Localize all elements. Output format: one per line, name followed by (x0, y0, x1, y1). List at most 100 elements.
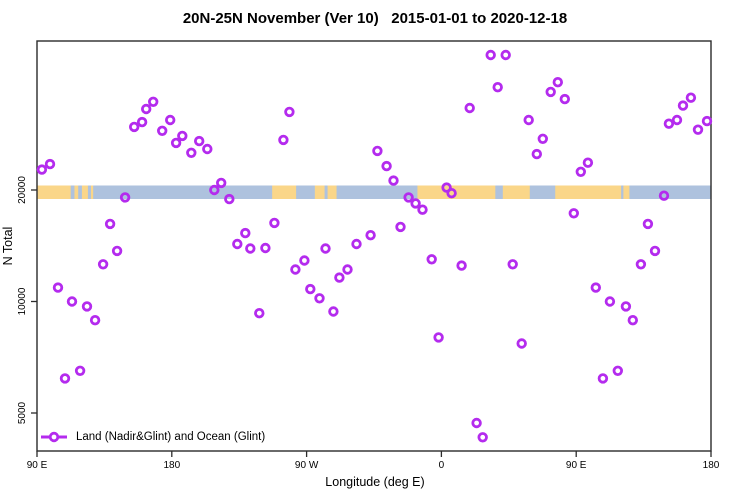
data-point (147, 96, 159, 107)
map-band-land (74, 185, 79, 199)
data-point (342, 264, 353, 275)
x-tick-label: 180 (703, 460, 720, 471)
data-point (620, 301, 632, 312)
data-point (314, 293, 325, 304)
data-point (692, 124, 704, 135)
map-band-land (90, 185, 94, 199)
data-point (568, 208, 579, 219)
legend-marker-icon (41, 431, 67, 443)
data-point (658, 190, 670, 201)
data-point (417, 204, 428, 215)
data-point (269, 217, 280, 229)
data-point (552, 76, 563, 88)
map-band-land (555, 185, 622, 199)
data-point (464, 102, 475, 114)
data-point (426, 254, 437, 265)
x-axis-label: Longitude (deg E) (325, 475, 425, 489)
data-point (433, 332, 444, 343)
data-point (604, 296, 616, 307)
x-tick-label: 90 E (566, 460, 587, 471)
data-point (381, 160, 392, 172)
data-point (372, 145, 383, 157)
x-tick-label: 90 W (295, 460, 319, 471)
data-point (89, 315, 101, 326)
data-point (492, 81, 503, 93)
map-band-land (272, 185, 297, 199)
data-point (215, 177, 227, 189)
data-point (254, 308, 265, 319)
y-tick-label: 5000 (17, 401, 28, 424)
data-point (290, 264, 301, 275)
data-point (136, 116, 148, 128)
data-point (140, 103, 152, 115)
data-point (485, 49, 496, 61)
data-point (209, 184, 220, 196)
data-point (456, 260, 467, 271)
data-point (260, 242, 271, 254)
data-point (299, 255, 310, 266)
data-point (507, 259, 518, 270)
data-point (119, 192, 131, 203)
map-band-ocean (37, 185, 711, 199)
data-point (240, 227, 251, 239)
data-point (334, 272, 345, 283)
map-band-land (81, 185, 88, 199)
data-point (278, 134, 289, 146)
legend-label: Land (Nadir&Glint) and Ocean (Glint) (76, 431, 266, 443)
y-tick-label: 20000 (17, 176, 28, 204)
x-tick-label: 0 (439, 460, 445, 471)
data-point (537, 133, 548, 144)
data-point (328, 306, 339, 317)
x-tick-label: 180 (163, 460, 180, 471)
data-point (477, 432, 488, 443)
data-point (44, 158, 56, 170)
data-point (351, 238, 362, 250)
chart-title: 20N-25N November (Ver 10) 2015-01-01 to … (182, 10, 568, 27)
map-band-land (623, 185, 630, 199)
data-point (111, 245, 123, 257)
data-point (471, 417, 482, 429)
data-point (531, 148, 542, 160)
data-point (523, 114, 534, 126)
y-tick-label: 10000 (17, 287, 28, 315)
data-point (170, 137, 182, 149)
data-point (635, 259, 647, 270)
data-point (232, 238, 243, 250)
data-point (365, 229, 376, 241)
data-point (663, 118, 675, 129)
data-point (545, 86, 556, 98)
data-point (81, 301, 93, 312)
data-point (559, 93, 570, 105)
map-band-land (502, 185, 530, 199)
data-point (590, 282, 601, 293)
data-point (66, 296, 78, 307)
data-point (284, 106, 295, 118)
data-point (52, 282, 64, 293)
data-point (36, 164, 48, 175)
data-point (500, 49, 511, 61)
data-point (597, 373, 609, 384)
data-point (575, 166, 586, 177)
map-band-land (37, 185, 71, 199)
data-point (627, 315, 638, 326)
data-point (128, 121, 140, 133)
data-point (410, 198, 421, 209)
data-point (446, 187, 457, 199)
x-tick-label: 90 E (27, 460, 48, 471)
data-point (441, 182, 452, 193)
data-point (701, 115, 713, 127)
legend-circle-icon (48, 431, 60, 443)
data-point (582, 157, 594, 168)
data-point (164, 114, 176, 126)
data-point (186, 147, 197, 158)
data-point (685, 92, 697, 103)
data-point (74, 365, 86, 376)
data-point (156, 125, 168, 136)
y-axis-label: N Total (1, 226, 15, 266)
data-point (671, 114, 683, 126)
data-point (320, 243, 331, 254)
data-point (177, 130, 188, 142)
data-point (403, 192, 414, 203)
